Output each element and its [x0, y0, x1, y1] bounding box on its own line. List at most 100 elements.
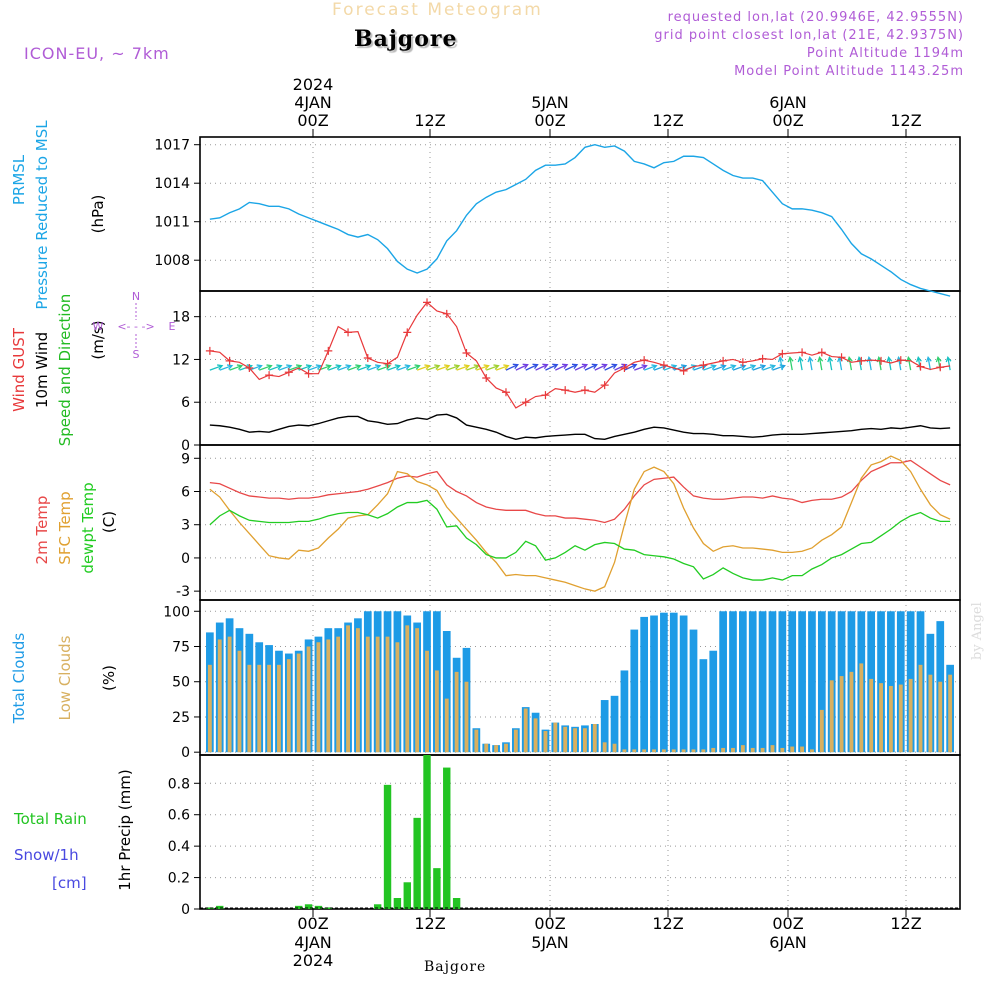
xlabel-bottom-time: 12Z	[414, 914, 445, 933]
temp-dewpt-line	[210, 500, 950, 580]
low-cloud-bar	[711, 748, 715, 752]
low-cloud-bar	[484, 744, 488, 752]
low-cloud-bar	[544, 731, 548, 752]
low-cloud-bar	[899, 685, 903, 753]
panel-frame	[200, 600, 960, 755]
compass-arrows: <- - ->	[117, 320, 154, 333]
xlabel-top-year: 2024	[293, 75, 334, 94]
total-cloud-bar	[690, 630, 698, 753]
xlabel-top-date: 6JAN	[769, 93, 807, 112]
low-cloud-bar	[238, 651, 242, 752]
low-cloud-bar	[909, 679, 913, 752]
low-cloud-bar	[672, 749, 676, 752]
low-cloud-bar	[889, 686, 893, 752]
low-cloud-bar	[593, 724, 597, 752]
xlabel-top-time: 00Z	[534, 111, 565, 130]
gust-marker	[640, 356, 648, 364]
ytick-label: 1017	[154, 138, 190, 154]
low-cloud-bar	[218, 639, 222, 752]
panel-frame	[200, 755, 960, 909]
ytick-label: 0	[181, 745, 190, 761]
ytick-label: 50	[172, 675, 190, 691]
gust-marker	[798, 348, 806, 356]
low-cloud-bar	[810, 749, 814, 752]
ytick-label: 1008	[154, 253, 190, 269]
xlabel-bottom-time: 12Z	[652, 914, 683, 933]
rain-bar	[413, 818, 420, 909]
xlabel-bottom-date: 4JAN	[294, 933, 332, 952]
low-cloud-bar	[415, 628, 419, 752]
ytick-label: 0	[181, 551, 190, 567]
pressure-label-desc: Pressure Reduced to MSL	[33, 120, 51, 310]
low-cloud-bar	[603, 742, 607, 752]
xlabel-bottom-year: 2024	[293, 951, 334, 970]
rain-bar	[433, 868, 440, 909]
low-cloud-bar	[721, 748, 725, 752]
xlabel-bottom-time: 00Z	[534, 914, 565, 933]
ytick-label: 0.4	[168, 839, 190, 855]
ytick-label: 0.8	[168, 776, 190, 792]
pressure-unit: (hPa)	[89, 195, 107, 234]
low-cloud-bar	[751, 748, 755, 752]
total-cloud-bar	[739, 611, 747, 752]
total-cloud-bar	[778, 611, 786, 752]
low-cloud-bar	[445, 699, 449, 753]
low-cloud-bar	[405, 625, 409, 752]
xlabel-top-date: 4JAN	[294, 93, 332, 112]
xlabel-top-time: 12Z	[414, 111, 445, 130]
low-cloud-bar	[563, 727, 567, 752]
low-cloud-bar	[731, 748, 735, 752]
rain-bar	[295, 906, 302, 909]
low-cloud-bar	[228, 637, 232, 753]
clouds-total-label: Total Clouds	[10, 633, 28, 725]
total-cloud-bar	[759, 611, 767, 752]
total-cloud-bar	[729, 611, 737, 752]
gust-marker	[936, 363, 944, 371]
total-cloud-bar	[650, 616, 658, 753]
total-cloud-bar	[670, 613, 678, 753]
temp-sfc-line	[210, 456, 950, 591]
ytick-label: 25	[172, 710, 190, 726]
low-cloud-bar	[534, 718, 538, 752]
low-cloud-bar	[948, 675, 952, 753]
low-cloud-bar	[267, 665, 271, 752]
xlabel-top-time: 12Z	[652, 111, 683, 130]
rain-bar	[315, 906, 322, 909]
low-cloud-bar	[277, 665, 281, 752]
ytick-label: 3	[181, 518, 190, 534]
low-cloud-bar	[741, 745, 745, 752]
temp-2m-label: 2m Temp	[33, 496, 51, 565]
gust-marker	[305, 370, 313, 378]
panel-frame	[200, 137, 960, 291]
gust-marker	[384, 360, 392, 368]
xlabel-top-time: 12Z	[890, 111, 921, 130]
low-cloud-bar	[938, 682, 942, 752]
gust-marker	[364, 354, 372, 362]
low-cloud-bar	[553, 723, 557, 753]
panel-temperature	[194, 445, 960, 600]
pressure-label-prmsl: PRMSL	[10, 154, 28, 205]
rain-bar	[394, 898, 401, 909]
total-cloud-bar	[660, 613, 668, 753]
low-cloud-bar	[613, 744, 617, 752]
ytick-label: 1014	[154, 176, 190, 192]
low-cloud-bar	[682, 749, 686, 752]
low-cloud-bar	[455, 672, 459, 752]
gust-marker	[206, 347, 214, 355]
rain-bar	[404, 882, 411, 909]
low-cloud-bar	[247, 665, 251, 752]
low-cloud-bar	[830, 680, 834, 752]
total-cloud-bar	[630, 630, 638, 753]
low-cloud-bar	[307, 647, 311, 753]
low-cloud-bar	[583, 728, 587, 752]
gust-marker	[620, 364, 628, 372]
low-cloud-bar	[652, 749, 656, 752]
wind-direction-arrow	[848, 357, 853, 370]
low-cloud-bar	[761, 748, 765, 752]
gust-marker	[778, 350, 786, 358]
ytick-label: 0.2	[168, 871, 190, 887]
low-cloud-bar	[395, 642, 399, 752]
low-cloud-bar	[662, 749, 666, 752]
low-cloud-bar	[346, 625, 350, 752]
low-cloud-bar	[790, 747, 794, 753]
